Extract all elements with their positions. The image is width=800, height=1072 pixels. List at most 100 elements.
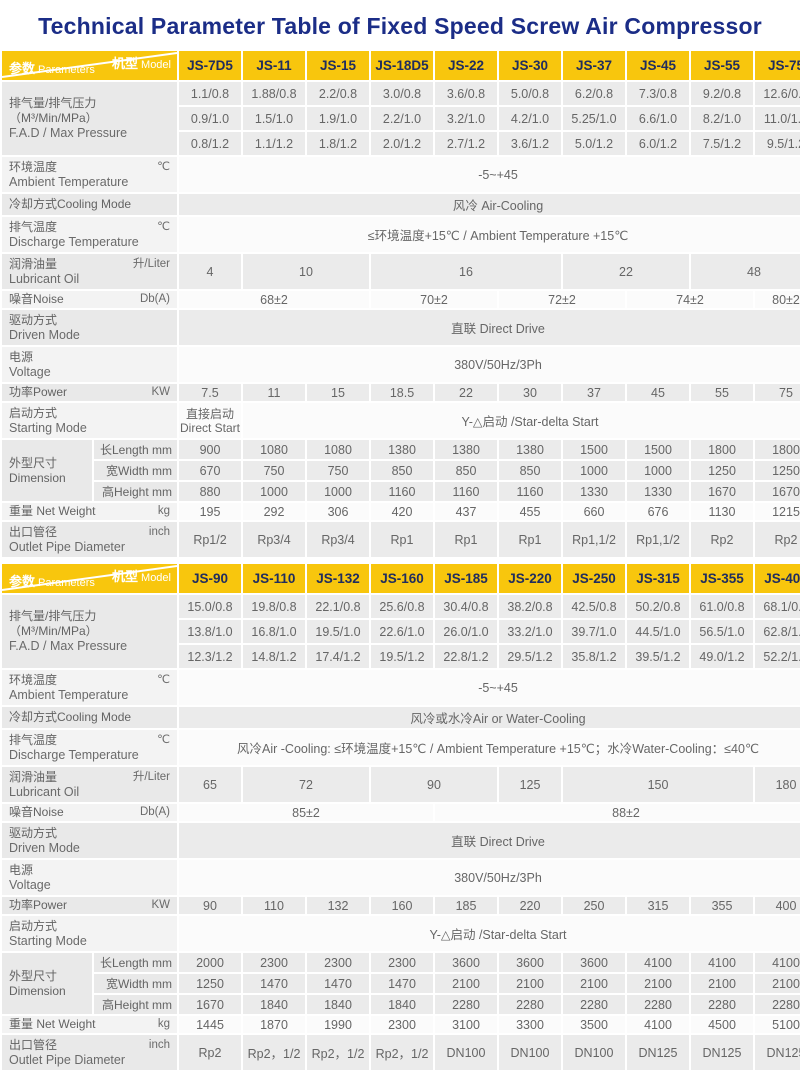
model-header: JS-220 [499, 564, 561, 593]
value-cell: 1000 [627, 461, 689, 480]
value-cell: 61.0/0.8 [691, 595, 753, 618]
value-cell: 7.5 [179, 384, 241, 401]
value-cell: 1160 [499, 482, 561, 501]
param-label: 排气量/排气压力（M³/Min/MPa） F.A.D / Max Pressure [2, 595, 177, 668]
value-cell: Rp1,1/2 [563, 522, 625, 557]
value-cell: 850 [435, 461, 497, 480]
param-label-text: 功率Power [9, 898, 68, 912]
param-label-line2: Outlet Pipe Diameter [9, 1052, 126, 1067]
param-label-line1: 驱动方式 [9, 826, 172, 841]
value-cell: 1380 [499, 440, 561, 459]
corner-diagonal [2, 52, 177, 78]
value-cell: 1250 [179, 974, 241, 993]
dimension-sublabel: 宽Width mm [94, 974, 177, 993]
param-unit: kg [157, 505, 170, 517]
value-cell: 1000 [243, 482, 305, 501]
value-cell: 19.8/0.8 [243, 595, 305, 618]
value-cell: 850 [371, 461, 433, 480]
value-cell: 9.2/0.8 [691, 82, 753, 105]
param-label-text: 出口管径 [9, 1037, 58, 1052]
value-cell: 1000 [563, 461, 625, 480]
param-label: 润滑油量 升/Liter Lubricant Oil [2, 254, 177, 289]
value-cell: 90 [179, 897, 241, 914]
page-title: Technical Parameter Table of Fixed Speed… [38, 13, 762, 39]
param-unit: 升/Liter [132, 257, 170, 270]
param-label-line2: Ambient Temperature [9, 687, 129, 702]
value-cell: 1330 [627, 482, 689, 501]
param-label-line2: F.A.D / Max Pressure [9, 639, 128, 653]
param-label: 驱动方式 Driven Mode [2, 310, 177, 345]
value-cell: 25.6/0.8 [371, 595, 433, 618]
value-cell: 1.88/0.8 [243, 82, 305, 105]
value-cell: 12.3/1.2 [179, 645, 241, 668]
value-cell: 2100 [435, 974, 497, 993]
param-label-line1: 润滑油量 升/Liter [9, 770, 172, 785]
dimension-row: 外型尺寸 Dimension 长Length mm 2000 2300 2300 2300 3… [2, 953, 800, 1014]
dimension-row: 高Height mm 880 1000 1000 1160 1160 1160 1330 133… [2, 482, 800, 501]
value-cell: DN125 [691, 1035, 753, 1070]
param-label-text: 环境温度 [9, 159, 58, 174]
value-cell: 52.2/1.2 [755, 645, 800, 668]
param-row: 电源 Voltage 380V/50Hz/3Ph [2, 860, 800, 895]
value-cell: 306 [307, 503, 369, 520]
param-row: 重量 Net Weight kg 195 292 306 420 437 455 660 676 1… [2, 503, 800, 520]
value-cell: 3600 [435, 953, 497, 972]
param-row: 出口管径 inch Outlet Pipe Diameter Rp2 Rp2，1/2 Rp… [2, 1035, 800, 1070]
param-label-line2: Discharge Temperature [9, 234, 139, 249]
corner-header: 机型 Model 参数 Parameters [2, 564, 177, 593]
param-unit: 升/Liter [132, 770, 170, 783]
value-cell: 15 [307, 384, 369, 401]
fad-row: 13.8/1.0 16.8/1.0 19.5/1.0 22.6/1.0 26.0/1.0… [2, 620, 800, 643]
value-cell: 70±2 [371, 291, 497, 308]
param-label: 噪音Noise Db(A) [2, 804, 177, 821]
param-label-line1: 功率Power KW [9, 385, 172, 400]
param-row: 驱动方式 Driven Mode 直联 Direct Drive [2, 823, 800, 858]
value-cell: 3600 [563, 953, 625, 972]
param-label: 环境温度 ℃ Ambient Temperature [2, 670, 177, 705]
value-cell: 670 [179, 461, 241, 480]
param-row: 润滑油量 升/Liter Lubricant Oil 4 10 16 22 48 [2, 254, 800, 289]
param-label-text: 润滑油量 [9, 769, 58, 784]
value-cell: 2100 [691, 974, 753, 993]
page: Technical Parameter Table of Fixed Speed… [0, 13, 800, 1072]
param-label-line1: 环境温度 ℃ [9, 160, 172, 175]
value-cell: 4100 [627, 1016, 689, 1033]
param-label: 噪音Noise Db(A) [2, 291, 177, 308]
value-cell: Rp2 [179, 1035, 241, 1070]
value-cell: 11.0/1.0 [755, 107, 800, 130]
param-unit: ℃ [157, 733, 170, 746]
param-row: 功率Power KW 90 110 132 160 185 220 250 315 355 400 [2, 897, 800, 914]
value-cell: 9.5/1.2 [755, 132, 800, 155]
value-cell: 315 [627, 897, 689, 914]
value-cell: Y-△启动 /Star-delta Start [243, 403, 800, 438]
param-label-text: 排气温度 [9, 732, 58, 747]
value-cell: 42.5/0.8 [563, 595, 625, 618]
value-cell: 85±2 [179, 804, 433, 821]
value-cell: -5~+45 [179, 157, 800, 192]
value-cell: 900 [179, 440, 241, 459]
value-cell: 1870 [243, 1016, 305, 1033]
param-label: 排气温度 ℃ Discharge Temperature [2, 730, 177, 765]
value-cell: 35.8/1.2 [563, 645, 625, 668]
param-label: 冷却方式Cooling Mode [2, 194, 177, 215]
corner-diagonal [2, 565, 177, 591]
param-label-line1: 冷却方式Cooling Mode [9, 197, 172, 212]
value-cell: 30 [499, 384, 561, 401]
param-label-line1: 排气量/排气压力（M³/Min/MPa） [9, 609, 172, 639]
dimension-row: 外型尺寸 Dimension 长Length mm 900 1080 1080 1380 13… [2, 440, 800, 501]
value-cell: -5~+45 [179, 670, 800, 705]
param-unit: KW [151, 899, 170, 911]
model-header: JS-400 [755, 564, 800, 593]
value-cell: 1.5/1.0 [243, 107, 305, 130]
value-cell: 30.4/0.8 [435, 595, 497, 618]
param-row: 环境温度 ℃ Ambient Temperature -5~+45 [2, 670, 800, 705]
param-label-line1: 电源 [9, 863, 172, 878]
value-cell: 1.1/0.8 [179, 82, 241, 105]
param-label-line2: F.A.D / Max Pressure [9, 126, 128, 140]
value-cell: 74±2 [627, 291, 753, 308]
param-label: 电源 Voltage [2, 347, 177, 382]
value-cell: 1800 [755, 440, 800, 459]
param-label-text: 重量 Net Weight [9, 1017, 96, 1031]
corner-model-label: 机型 Model [112, 569, 171, 584]
param-label-line1: 驱动方式 [9, 313, 172, 328]
